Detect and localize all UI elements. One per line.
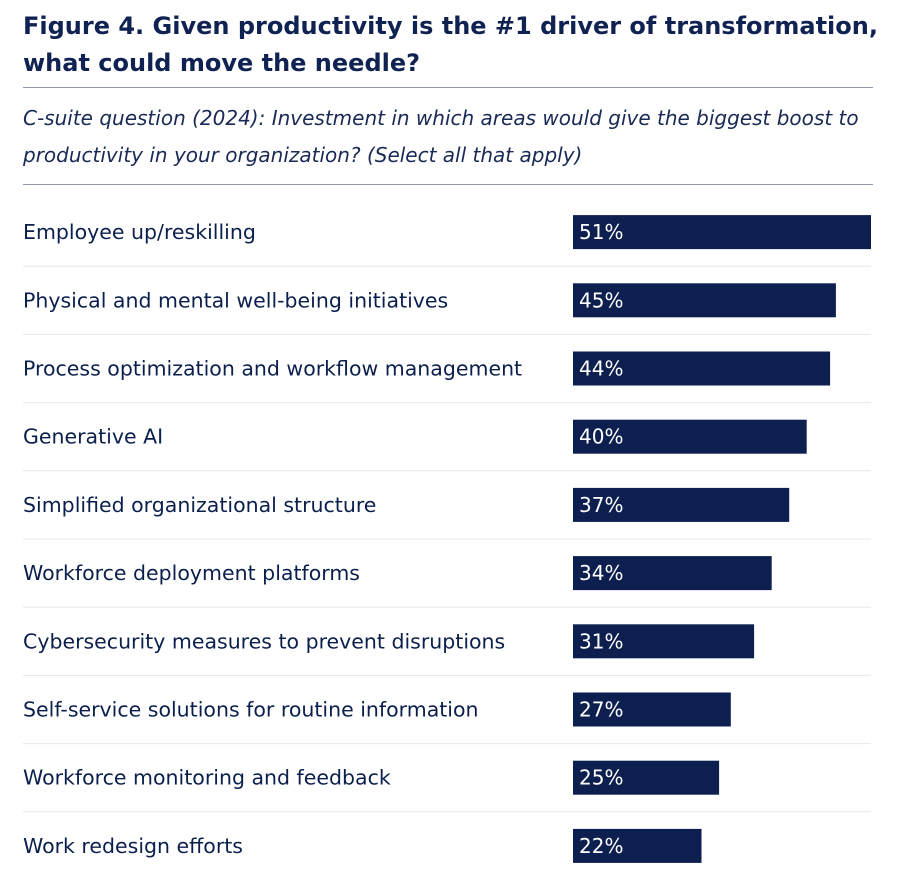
bar (573, 351, 831, 386)
value-label: 27% (579, 698, 623, 722)
value-label: 34% (579, 561, 623, 585)
value-label: 37% (579, 493, 623, 517)
category-label: Self-service solutions for routine infor… (23, 698, 479, 722)
bar (573, 487, 790, 522)
bar (573, 760, 720, 795)
chart-subtitle: C-suite question (2024): Investment in w… (23, 106, 859, 167)
category-label: Simplified organizational structure (23, 493, 376, 517)
bar (573, 692, 731, 727)
bar (573, 283, 836, 318)
category-label: Physical and mental well-being initiativ… (23, 288, 448, 312)
bar (573, 624, 755, 659)
bar (573, 556, 772, 591)
bar (573, 419, 807, 454)
subtitle-divider (23, 184, 873, 185)
value-label: 44% (579, 357, 623, 381)
value-label: 31% (579, 629, 623, 653)
value-label: 40% (579, 425, 623, 449)
category-label: Cybersecurity measures to prevent disrup… (23, 629, 505, 653)
bar (573, 215, 871, 250)
value-label: 22% (579, 834, 623, 858)
category-label: Workforce monitoring and feedback (23, 766, 391, 790)
category-label: Process optimization and workflow manage… (23, 357, 522, 381)
category-label: Workforce deployment platforms (23, 561, 360, 585)
chart-title: Figure 4. Given productivity is the #1 d… (23, 12, 878, 77)
bar (573, 828, 702, 863)
title-divider (23, 87, 873, 88)
category-label: Work redesign efforts (23, 834, 243, 858)
value-label: 51% (579, 220, 623, 244)
value-label: 25% (579, 766, 623, 790)
category-label: Employee up/reskilling (23, 220, 256, 244)
category-label: Generative AI (23, 425, 163, 449)
value-label: 45% (579, 288, 623, 312)
